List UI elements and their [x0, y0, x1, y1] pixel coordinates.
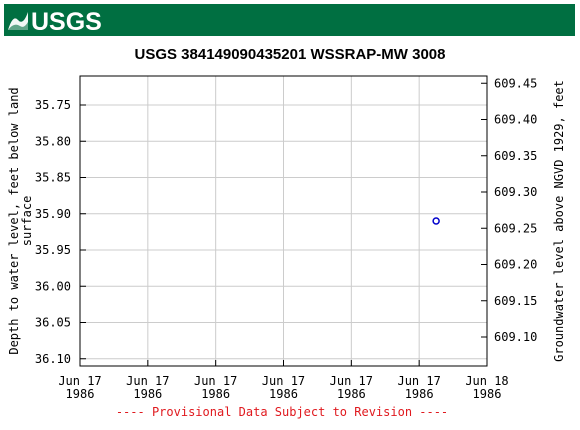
x-tick-label: Jun 17 — [397, 374, 440, 388]
right-tick-label: 609.15 — [494, 294, 537, 308]
right-axis: 609.45 609.40 609.35 609.30 609.25 609.20 609.… — [481, 76, 537, 344]
logo-text: USGS — [31, 8, 102, 36]
chart-title: USGS 384149090435201 WSSRAP-MW 3008 — [134, 46, 445, 63]
x-tick-label: 1986 — [269, 387, 298, 401]
left-tick-label: 35.95 — [35, 243, 71, 257]
left-tick-label: 36.00 — [35, 279, 71, 293]
x-tick-label: 1986 — [405, 387, 434, 401]
x-tick-label: Jun 17 — [330, 374, 373, 388]
x-tick-label: 1986 — [337, 387, 366, 401]
left-axis-label-line-2: surface — [20, 196, 34, 247]
x-tick-label: Jun 18 — [465, 374, 508, 388]
usgs-logo: USGS — [8, 8, 102, 36]
left-axis-label-line-1: Depth to water level, feet below land — [7, 87, 21, 354]
left-tick-label: 35.90 — [35, 207, 71, 221]
x-tick-label: Jun 17 — [126, 374, 169, 388]
right-tick-label: 609.35 — [494, 149, 537, 163]
left-tick-label: 35.75 — [35, 98, 71, 112]
right-tick-label: 609.10 — [494, 330, 537, 344]
right-tick-label: 609.40 — [494, 113, 537, 127]
usgs-header-bar: USGS — [4, 4, 575, 36]
x-tick-label: Jun 17 — [58, 374, 101, 388]
right-axis-label: Groundwater level above NGVD 1929, feet — [552, 80, 566, 362]
right-tick-label: 609.30 — [494, 185, 537, 199]
x-tick-label: 1986 — [133, 387, 162, 401]
left-tick-label: 35.85 — [35, 171, 71, 185]
x-tick-label: Jun 17 — [194, 374, 237, 388]
left-tick-label: 36.10 — [35, 352, 71, 366]
left-tick-label: 35.80 — [35, 134, 71, 148]
grid — [80, 76, 487, 366]
data-point — [432, 217, 440, 225]
provisional-data-note: ---- Provisional Data Subject to Revisio… — [116, 405, 448, 419]
left-tick-label: 36.05 — [35, 316, 71, 330]
left-axis: 35.75 35.80 35.85 35.90 35.95 36.00 36.05 36.10 — [35, 98, 86, 366]
data-points — [432, 217, 440, 225]
right-tick-label: 609.20 — [494, 258, 537, 272]
right-tick-label: 609.25 — [494, 221, 537, 235]
x-tick-label: 1986 — [201, 387, 230, 401]
x-tick-label: Jun 17 — [262, 374, 305, 388]
x-tick-label: 1986 — [66, 387, 95, 401]
x-tick-label: 1986 — [473, 387, 502, 401]
right-tick-label: 609.45 — [494, 76, 537, 90]
